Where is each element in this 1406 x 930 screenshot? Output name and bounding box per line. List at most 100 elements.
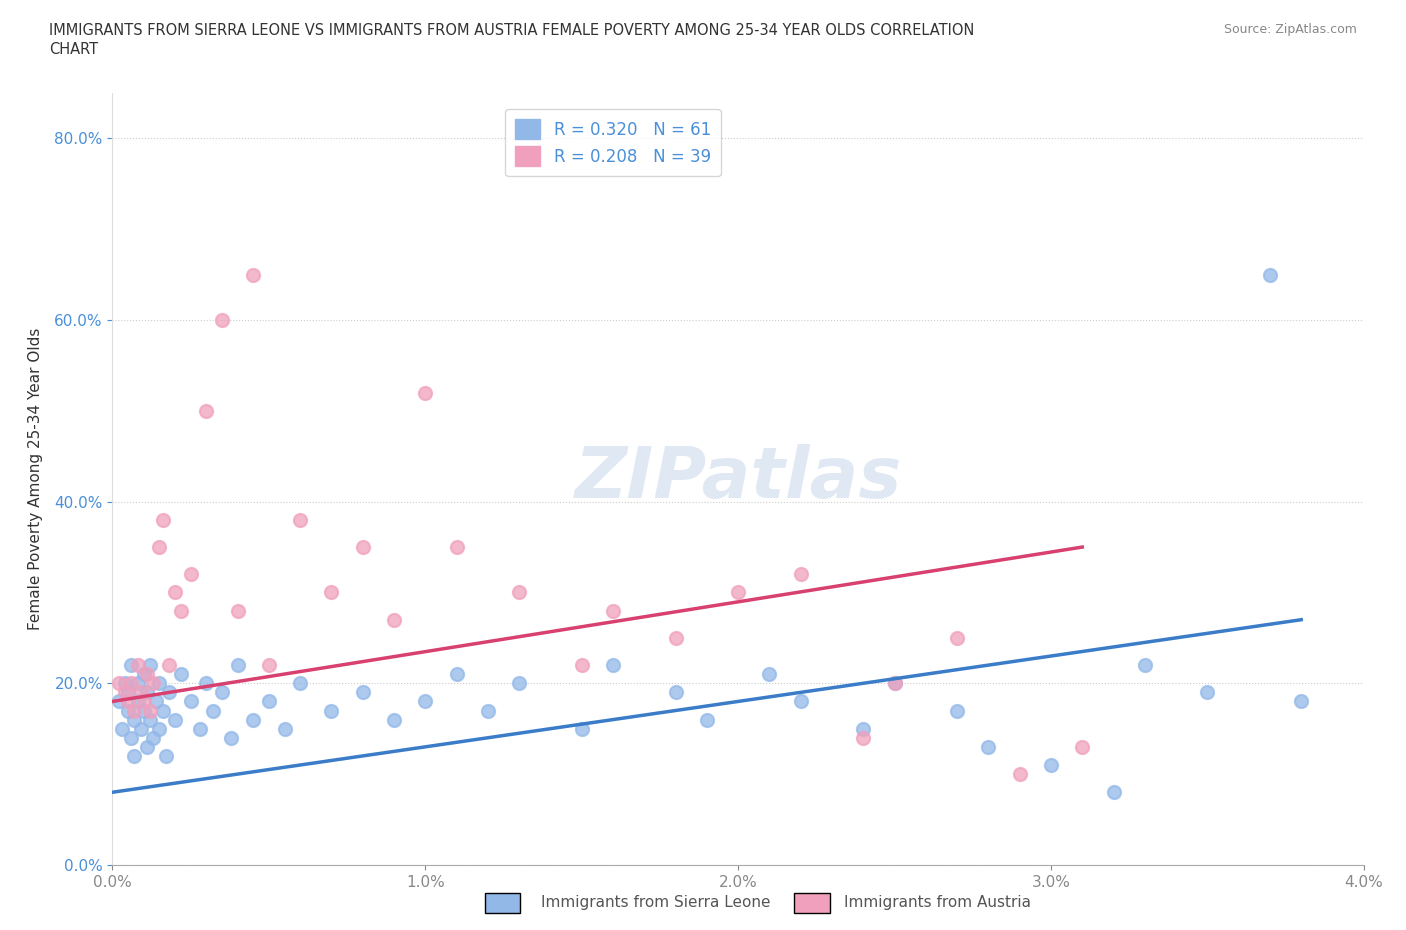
Point	[290, 512, 312, 527]
Point	[148, 539, 170, 554]
Point	[382, 612, 405, 627]
Point	[132, 703, 155, 718]
Point	[508, 676, 530, 691]
Point	[1133, 658, 1156, 672]
Point	[195, 404, 218, 418]
Point	[127, 676, 149, 691]
Point	[163, 585, 186, 600]
Point	[135, 684, 157, 699]
Point	[696, 712, 718, 727]
Point	[321, 585, 343, 600]
Point	[413, 385, 436, 400]
Point	[111, 722, 134, 737]
Point	[139, 712, 162, 727]
Point	[148, 722, 170, 737]
Point	[157, 658, 180, 672]
Point	[352, 684, 374, 699]
Point	[789, 694, 811, 709]
Point	[211, 684, 233, 699]
Y-axis label: Female Poverty Among 25-34 Year Olds: Female Poverty Among 25-34 Year Olds	[28, 327, 44, 631]
Point	[789, 567, 811, 582]
Point	[163, 712, 186, 727]
Point	[139, 703, 162, 718]
Point	[382, 712, 405, 727]
Point	[155, 749, 177, 764]
Point	[114, 676, 136, 691]
Point	[124, 712, 146, 727]
Point	[132, 667, 155, 682]
Point	[446, 667, 468, 682]
Point	[602, 658, 624, 672]
Point	[129, 684, 152, 699]
Point	[152, 512, 174, 527]
Point	[571, 722, 593, 737]
Point	[727, 585, 749, 600]
Point	[201, 703, 224, 718]
Point	[1071, 739, 1094, 754]
Point	[273, 722, 295, 737]
Point	[883, 676, 905, 691]
Point	[226, 658, 249, 672]
Point	[352, 539, 374, 554]
Point	[180, 694, 202, 709]
Point	[188, 722, 211, 737]
Text: Immigrants from Austria: Immigrants from Austria	[844, 895, 1031, 910]
Point	[1197, 684, 1219, 699]
Point	[120, 676, 142, 691]
Point	[148, 676, 170, 691]
Point	[157, 684, 180, 699]
Point	[145, 694, 167, 709]
Point	[1291, 694, 1313, 709]
Point	[290, 676, 312, 691]
Legend: R = 0.320   N = 61, R = 0.208   N = 39: R = 0.320 N = 61, R = 0.208 N = 39	[505, 109, 721, 177]
Point	[602, 604, 624, 618]
Point	[1008, 766, 1031, 781]
Point	[508, 585, 530, 600]
Point	[142, 676, 165, 691]
Point	[1039, 758, 1063, 773]
Point	[852, 722, 875, 737]
Point	[946, 631, 969, 645]
Point	[117, 684, 139, 699]
Point	[120, 730, 142, 745]
Point	[477, 703, 499, 718]
Point	[664, 631, 686, 645]
Point	[117, 694, 139, 709]
Text: Immigrants from Sierra Leone: Immigrants from Sierra Leone	[541, 895, 770, 910]
Point	[180, 567, 202, 582]
Point	[1258, 267, 1281, 282]
Point	[446, 539, 468, 554]
Point	[211, 312, 233, 327]
Point	[117, 703, 139, 718]
Point	[139, 658, 162, 672]
Text: IMMIGRANTS FROM SIERRA LEONE VS IMMIGRANTS FROM AUSTRIA FEMALE POVERTY AMONG 25-: IMMIGRANTS FROM SIERRA LEONE VS IMMIGRAN…	[49, 23, 974, 38]
Point	[946, 703, 969, 718]
Point	[571, 658, 593, 672]
Point	[152, 703, 174, 718]
Point	[195, 676, 218, 691]
Point	[852, 730, 875, 745]
Point	[257, 694, 280, 709]
Point	[883, 676, 905, 691]
Point	[257, 658, 280, 672]
Point	[221, 730, 243, 745]
Point	[413, 694, 436, 709]
Point	[129, 722, 152, 737]
Point	[170, 667, 193, 682]
Point	[242, 267, 264, 282]
Text: Source: ZipAtlas.com: Source: ZipAtlas.com	[1223, 23, 1357, 36]
Point	[107, 694, 129, 709]
Point	[135, 667, 157, 682]
Point	[135, 739, 157, 754]
Point	[170, 604, 193, 618]
Point	[107, 676, 129, 691]
Point	[321, 703, 343, 718]
Point	[142, 730, 165, 745]
Point	[132, 694, 155, 709]
Text: ZIPatlas: ZIPatlas	[575, 445, 901, 513]
Point	[977, 739, 1000, 754]
Point	[127, 694, 149, 709]
Point	[664, 684, 686, 699]
Point	[226, 604, 249, 618]
Point	[124, 749, 146, 764]
